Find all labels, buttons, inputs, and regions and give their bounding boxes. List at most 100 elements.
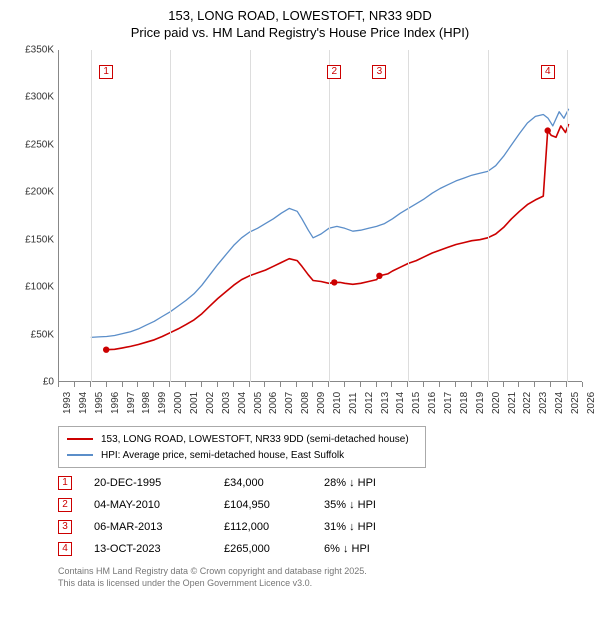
sale-marker: 1 bbox=[99, 65, 113, 79]
sale-marker: 4 bbox=[541, 65, 555, 79]
sale-marker: 3 bbox=[372, 65, 386, 79]
x-tick-label: 2006 bbox=[268, 392, 279, 414]
gridline bbox=[250, 50, 251, 382]
x-tick-label: 2014 bbox=[395, 392, 406, 414]
y-tick-label: £250K bbox=[25, 139, 54, 150]
x-tick-mark bbox=[137, 382, 138, 387]
x-tick-label: 2019 bbox=[475, 392, 486, 414]
footer-attribution: Contains HM Land Registry data © Crown c… bbox=[58, 566, 590, 589]
gridline bbox=[329, 50, 330, 382]
x-tick-label: 2013 bbox=[380, 392, 391, 414]
row-diff: 6% ↓ HPI bbox=[324, 543, 424, 555]
title-line-1: 153, LONG ROAD, LOWESTOFT, NR33 9DD bbox=[10, 8, 590, 23]
x-tick-mark bbox=[518, 382, 519, 387]
legend-box: 153, LONG ROAD, LOWESTOFT, NR33 9DD (sem… bbox=[58, 426, 426, 468]
x-tick-label: 2000 bbox=[173, 392, 184, 414]
row-diff: 35% ↓ HPI bbox=[324, 499, 424, 511]
x-tick-mark bbox=[90, 382, 91, 387]
x-tick-mark bbox=[201, 382, 202, 387]
sale-dot bbox=[103, 347, 109, 353]
x-tick-label: 2010 bbox=[332, 392, 343, 414]
legend-label: HPI: Average price, semi-detached house,… bbox=[101, 450, 344, 461]
x-tick-mark bbox=[423, 382, 424, 387]
sale-dot bbox=[376, 273, 382, 279]
x-tick-label: 2026 bbox=[586, 392, 597, 414]
x-tick-mark bbox=[487, 382, 488, 387]
x-tick-mark bbox=[328, 382, 329, 387]
x-tick-mark bbox=[74, 382, 75, 387]
x-tick-mark bbox=[106, 382, 107, 387]
x-tick-label: 2020 bbox=[491, 392, 502, 414]
x-tick-mark bbox=[217, 382, 218, 387]
x-tick-label: 1993 bbox=[62, 392, 73, 414]
x-tick-label: 2011 bbox=[348, 392, 359, 414]
x-tick-mark bbox=[249, 382, 250, 387]
row-date: 20-DEC-1995 bbox=[94, 477, 224, 489]
gridline bbox=[567, 50, 568, 382]
row-date: 13-OCT-2023 bbox=[94, 543, 224, 555]
x-tick-label: 1996 bbox=[110, 392, 121, 414]
x-tick-mark bbox=[122, 382, 123, 387]
table-row: 2 04-MAY-2010£104,95035% ↓ HPI bbox=[58, 494, 590, 516]
x-tick-mark bbox=[233, 382, 234, 387]
series-price_paid bbox=[106, 124, 569, 350]
x-tick-mark bbox=[264, 382, 265, 387]
x-tick-label: 2024 bbox=[554, 392, 565, 414]
x-tick-mark bbox=[169, 382, 170, 387]
x-tick-label: 2017 bbox=[443, 392, 454, 414]
row-price: £265,000 bbox=[224, 543, 324, 555]
x-tick-label: 2001 bbox=[189, 392, 200, 414]
sale-marker: 2 bbox=[327, 65, 341, 79]
gridline bbox=[488, 50, 489, 382]
x-tick-mark bbox=[280, 382, 281, 387]
legend-row: HPI: Average price, semi-detached house,… bbox=[67, 447, 417, 463]
y-tick-label: £50K bbox=[31, 329, 54, 340]
footer-line-1: Contains HM Land Registry data © Crown c… bbox=[58, 566, 590, 578]
x-tick-mark bbox=[550, 382, 551, 387]
y-tick-label: £100K bbox=[25, 282, 54, 293]
x-tick-mark bbox=[185, 382, 186, 387]
row-price: £104,950 bbox=[224, 499, 324, 511]
x-tick-mark bbox=[58, 382, 59, 387]
page-root: 153, LONG ROAD, LOWESTOFT, NR33 9DD Pric… bbox=[0, 0, 600, 593]
gridline bbox=[408, 50, 409, 382]
row-date: 04-MAY-2010 bbox=[94, 499, 224, 511]
x-tick-mark bbox=[566, 382, 567, 387]
x-tick-mark bbox=[534, 382, 535, 387]
row-date: 06-MAR-2013 bbox=[94, 521, 224, 533]
gridline bbox=[91, 50, 92, 382]
chart-area: 1234 £0£50K£100K£150K£200K£250K£300K£350… bbox=[10, 46, 590, 416]
x-tick-label: 1999 bbox=[157, 392, 168, 414]
x-tick-label: 2021 bbox=[507, 392, 518, 414]
x-tick-label: 1998 bbox=[141, 392, 152, 414]
row-marker: 2 bbox=[58, 498, 72, 512]
sale-dot bbox=[331, 279, 337, 285]
legend-swatch bbox=[67, 438, 93, 440]
x-tick-mark bbox=[153, 382, 154, 387]
x-tick-mark bbox=[582, 382, 583, 387]
row-marker: 4 bbox=[58, 542, 72, 556]
y-tick-label: £200K bbox=[25, 187, 54, 198]
x-tick-label: 2005 bbox=[253, 392, 264, 414]
x-tick-label: 2025 bbox=[570, 392, 581, 414]
x-tick-label: 2016 bbox=[427, 392, 438, 414]
row-marker: 3 bbox=[58, 520, 72, 534]
transaction-table: 120-DEC-1995£34,00028% ↓ HPI 2 04-MAY-2010… bbox=[58, 472, 590, 560]
y-tick-label: £350K bbox=[25, 45, 54, 56]
x-tick-mark bbox=[407, 382, 408, 387]
x-tick-mark bbox=[439, 382, 440, 387]
table-row: 120-DEC-1995£34,00028% ↓ HPI bbox=[58, 472, 590, 494]
x-tick-label: 2004 bbox=[237, 392, 248, 414]
chart-svg bbox=[59, 50, 583, 382]
x-tick-label: 2015 bbox=[411, 392, 422, 414]
table-row: 4 13-OCT-2023£265,0006% ↓ HPI bbox=[58, 538, 590, 560]
x-tick-mark bbox=[471, 382, 472, 387]
gridline bbox=[170, 50, 171, 382]
row-diff: 28% ↓ HPI bbox=[324, 477, 424, 489]
x-tick-label: 1997 bbox=[126, 392, 137, 414]
x-tick-mark bbox=[312, 382, 313, 387]
row-diff: 31% ↓ HPI bbox=[324, 521, 424, 533]
x-tick-label: 1994 bbox=[78, 392, 89, 414]
y-tick-label: £0 bbox=[43, 377, 54, 388]
legend-label: 153, LONG ROAD, LOWESTOFT, NR33 9DD (sem… bbox=[101, 434, 409, 445]
